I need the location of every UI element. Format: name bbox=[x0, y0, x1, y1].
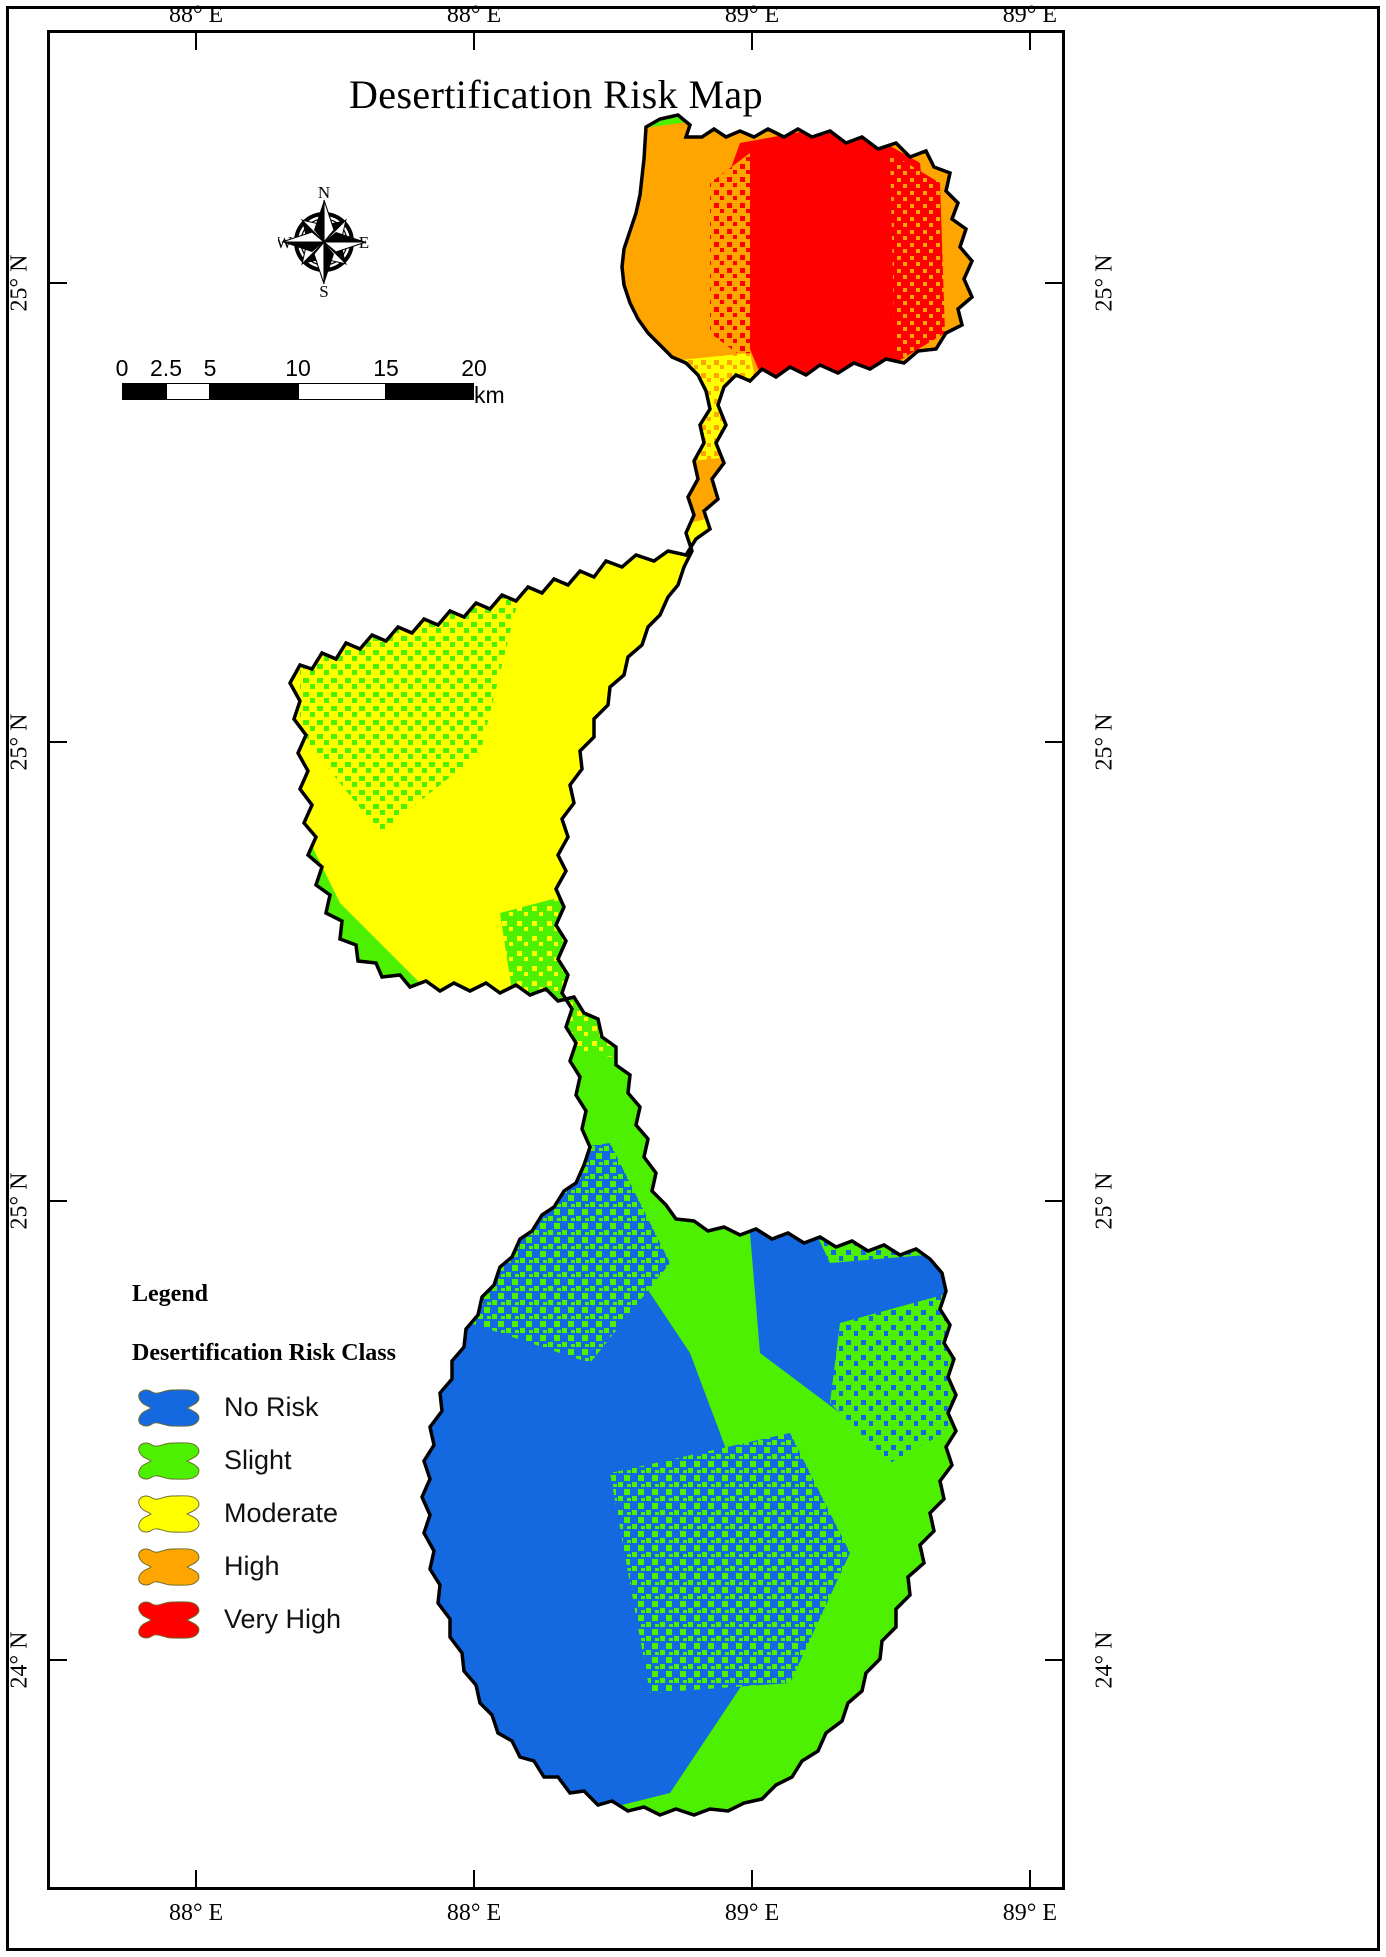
legend-item-moderate[interactable]: Moderate bbox=[132, 1487, 462, 1540]
tick-top-1 bbox=[473, 33, 476, 50]
legend-item-high[interactable]: High bbox=[132, 1540, 462, 1593]
axis-left-label-3: 24° N bbox=[6, 1631, 33, 1689]
axis-left-label-0: 25° N bbox=[6, 254, 33, 312]
scale-label-2: 5 bbox=[203, 355, 217, 381]
legend-swatch-icon bbox=[132, 1491, 206, 1537]
tick-left-1 bbox=[50, 741, 67, 744]
axis-top-label-0: 88° E bbox=[168, 2, 224, 28]
scale-bar-unit: km bbox=[474, 382, 505, 408]
class-area-very-high bbox=[722, 123, 930, 393]
district-boundary bbox=[287, 113, 975, 1817]
legend-swatch-icon bbox=[132, 1544, 206, 1590]
axis-right-label-3: 24° N bbox=[1091, 1631, 1118, 1689]
axis-right-label-2: 25° N bbox=[1091, 1172, 1118, 1230]
legend-item-no-risk[interactable]: No Risk bbox=[132, 1381, 462, 1434]
legend-item-slight[interactable]: Slight bbox=[132, 1434, 462, 1487]
legend-swatch-icon bbox=[132, 1597, 206, 1643]
scale-label-5: 20 bbox=[461, 355, 487, 381]
compass-south-label: S bbox=[319, 282, 328, 301]
axis-top-label-3: 89° E bbox=[1002, 2, 1058, 28]
scale-label-1: 2.5 bbox=[150, 355, 182, 381]
scale-label-3: 10 bbox=[285, 355, 311, 381]
tick-top-3 bbox=[1028, 33, 1031, 50]
tick-right-0 bbox=[1045, 282, 1062, 285]
legend-swatch-icon bbox=[132, 1385, 206, 1431]
tick-bottom-2 bbox=[750, 1870, 753, 1887]
legend-item-very-high[interactable]: Very High bbox=[132, 1593, 462, 1646]
legend-item-label: No Risk bbox=[224, 1392, 319, 1422]
tick-bottom-3 bbox=[1028, 1870, 1031, 1887]
axis-bottom-label-3: 89° E bbox=[1002, 1900, 1058, 1926]
tick-top-2 bbox=[750, 33, 753, 50]
scale-segment-4 bbox=[386, 383, 474, 400]
axis-bottom-label-2: 89° E bbox=[724, 1900, 780, 1926]
tick-bottom-0 bbox=[195, 1870, 198, 1887]
tick-left-3 bbox=[50, 1658, 67, 1661]
legend-items: No Risk Slight Moderate High Very High bbox=[132, 1381, 462, 1646]
axis-top-label-1: 88° E bbox=[446, 2, 502, 28]
class-transition-slight-norisk bbox=[830, 1293, 972, 1463]
legend-item-label: Moderate bbox=[224, 1498, 339, 1528]
class-transition-norisk-slight-south bbox=[610, 1433, 850, 1693]
scale-segment-2 bbox=[210, 383, 298, 400]
tick-right-3 bbox=[1045, 1658, 1062, 1661]
tick-left-2 bbox=[50, 1200, 67, 1203]
axis-left-label-2: 25° N bbox=[6, 1172, 33, 1230]
legend-title: Legend bbox=[132, 1281, 209, 1307]
class-transition-veryhigh-high bbox=[890, 153, 945, 363]
axis-bottom-label-1: 88° E bbox=[446, 1900, 502, 1926]
scale-label-0: 0 bbox=[115, 355, 129, 381]
axis-right-label-0: 25° N bbox=[1091, 254, 1118, 312]
class-transition-high-veryhigh bbox=[710, 153, 750, 363]
legend-subtitle: Desertification Risk Class bbox=[132, 1340, 396, 1366]
axis-bottom-label-0: 88° E bbox=[168, 1900, 224, 1926]
scale-segment-3 bbox=[298, 383, 386, 400]
map-frame: Desertification Risk Map N S W E bbox=[47, 30, 1065, 1890]
legend-swatch-icon bbox=[132, 1438, 206, 1484]
tick-top-0 bbox=[195, 33, 198, 50]
map-canvas[interactable] bbox=[50, 33, 1062, 1887]
desertification-risk-raster bbox=[287, 113, 975, 1817]
axis-top-label-2: 89° E bbox=[724, 2, 780, 28]
legend: Legend Desertification Risk Class No Ris… bbox=[132, 1281, 462, 1646]
outer-neatline bbox=[6, 6, 1380, 1951]
tick-bottom-1 bbox=[473, 1870, 476, 1887]
tick-right-1 bbox=[1045, 741, 1062, 744]
page-title: Desertification Risk Map bbox=[349, 72, 763, 117]
legend-item-label: Very High bbox=[224, 1604, 342, 1634]
scale-segment-0 bbox=[122, 383, 166, 400]
legend-item-label: High bbox=[224, 1551, 280, 1581]
scale-label-4: 15 bbox=[373, 355, 399, 381]
legend-item-label: Slight bbox=[224, 1445, 292, 1475]
scale-bar: 0 2.5 5 10 15 20 km bbox=[116, 355, 505, 408]
compass-rose: N S W E bbox=[278, 183, 370, 301]
scale-segment-1 bbox=[166, 383, 210, 400]
axis-right-label-1: 25° N bbox=[1091, 713, 1118, 771]
axis-left-label-1: 25° N bbox=[6, 713, 33, 771]
tick-left-0 bbox=[50, 282, 67, 285]
class-transition-slight-norisk-east bbox=[750, 1053, 972, 1263]
compass-north-label: N bbox=[318, 183, 330, 202]
tick-right-2 bbox=[1045, 1200, 1062, 1203]
